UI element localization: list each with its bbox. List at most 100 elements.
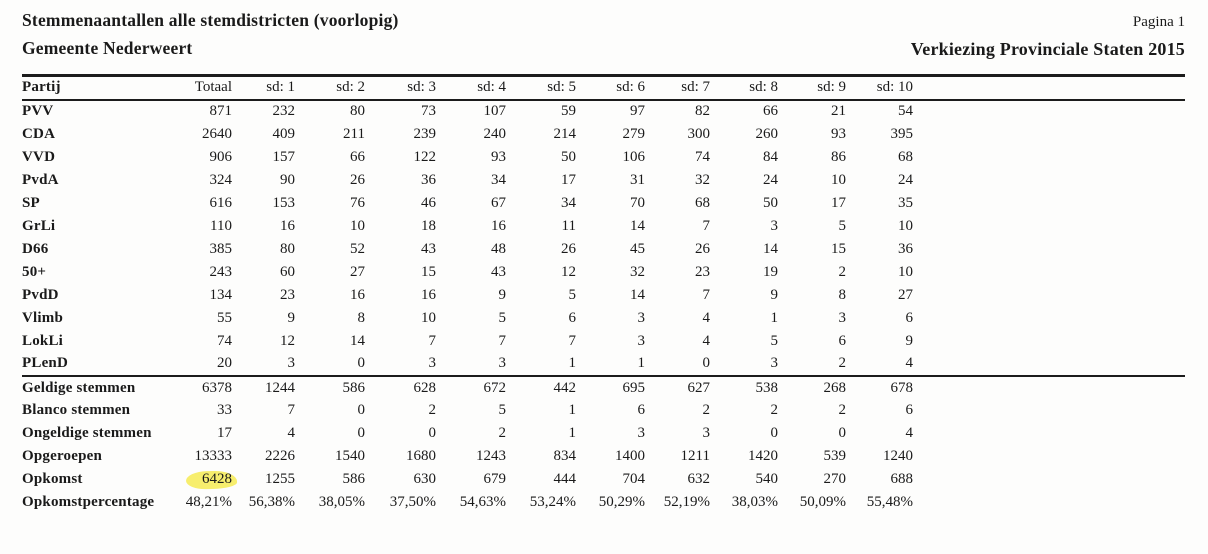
filler-cell xyxy=(913,192,1185,215)
cell: 4 xyxy=(702,332,711,349)
cell: 6378 xyxy=(202,380,232,396)
cell: 50,09% xyxy=(799,493,846,510)
header-filler xyxy=(913,76,1185,100)
cell: 23 xyxy=(280,286,295,303)
cell: 1680 xyxy=(406,447,436,464)
cell: 240 xyxy=(483,125,507,142)
column-header-partij: Partij xyxy=(22,79,61,96)
cell: 1 xyxy=(770,309,779,326)
column-header-totaal: Totaal xyxy=(194,79,232,96)
cell: 84 xyxy=(763,148,778,165)
cell: 55 xyxy=(217,309,232,326)
cell: 26 xyxy=(695,240,710,257)
row-label: Geldige stemmen xyxy=(22,380,136,396)
cell: 36 xyxy=(898,240,913,257)
cell: 32 xyxy=(695,171,710,188)
cell: 80 xyxy=(280,240,295,257)
filler-cell xyxy=(913,330,1185,353)
cell: 5 xyxy=(770,332,779,349)
cell: 50 xyxy=(763,194,778,211)
cell: 268 xyxy=(823,380,847,396)
cell: 7 xyxy=(702,286,711,303)
cell: 10 xyxy=(831,171,846,188)
header-right: Pagina 1 Verkiezing Provinciale Staten 2… xyxy=(911,14,1185,60)
cell: 444 xyxy=(553,470,577,487)
cell: 9 xyxy=(287,309,296,326)
header-row: Partij Totaal sd: 1 sd: 2 sd: 3 sd: 4 sd: 5 sd:… xyxy=(22,75,1185,100)
cell: 1 xyxy=(568,355,577,371)
cell: 586 xyxy=(342,470,366,487)
cell: 8 xyxy=(838,286,847,303)
cell: 324 xyxy=(209,171,233,188)
column-header-sd-2: sd: 2 xyxy=(336,79,365,96)
cell: 1244 xyxy=(265,380,295,396)
cell: 31 xyxy=(630,171,645,188)
cell: 4 xyxy=(702,309,711,326)
cell: 6 xyxy=(637,401,646,418)
cell: 2 xyxy=(838,355,847,371)
cell: 34 xyxy=(561,194,576,211)
cell: 14 xyxy=(350,332,365,349)
cell: 0 xyxy=(702,355,711,371)
report-title: Stemmenaantallen alle stemdistricten (vo… xyxy=(22,10,399,30)
cell: 53,24% xyxy=(529,493,576,510)
table-row-d66: D66 385 80 52 43 48 26 45 26 14 15 36 xyxy=(22,238,1185,261)
cell: 2 xyxy=(838,401,847,418)
cell: 385 xyxy=(209,240,233,257)
cell: 3 xyxy=(287,355,296,371)
cell: 632 xyxy=(687,470,711,487)
row-label: VVD xyxy=(22,148,56,165)
cell: 3 xyxy=(637,309,646,326)
cell: 110 xyxy=(210,217,232,234)
cell: 7 xyxy=(568,332,577,349)
cell: 86 xyxy=(831,148,846,165)
filler-cell xyxy=(913,422,1185,445)
cell: 630 xyxy=(413,470,437,487)
column-header-sd-8: sd: 8 xyxy=(749,79,778,96)
cell: 7 xyxy=(498,332,507,349)
row-label: Opkomst xyxy=(22,470,83,487)
table-row-pvda: PvdA 324 90 26 36 34 17 31 32 24 10 24 xyxy=(22,169,1185,192)
table-row-plend: PLenD 20 3 0 3 3 1 1 0 3 2 4 xyxy=(22,353,1185,376)
cell: 7 xyxy=(702,217,711,234)
results-table-header: Partij Totaal sd: 1 sd: 2 sd: 3 sd: 4 sd: 5 sd:… xyxy=(22,75,1185,100)
cell: 6 xyxy=(568,309,577,326)
cell: 36 xyxy=(421,171,436,188)
table-row-geldige-stemmen: Geldige stemmen 6378 1244 586 628 672 442 695 62… xyxy=(22,375,1185,399)
column-header-sd-5: sd: 5 xyxy=(547,79,576,96)
cell: 672 xyxy=(483,380,507,396)
cell: 3 xyxy=(838,309,847,326)
column-header-sd-9: sd: 9 xyxy=(817,79,846,96)
filler-cell xyxy=(913,284,1185,307)
cell: 243 xyxy=(209,263,233,280)
filler-cell xyxy=(913,261,1185,284)
row-label: PLenD xyxy=(22,355,68,371)
row-label: D66 xyxy=(22,240,49,257)
cell: 50 xyxy=(561,148,576,165)
filler-cell xyxy=(913,169,1185,192)
cell: 52 xyxy=(350,240,365,257)
cell: 12 xyxy=(561,263,576,280)
cell: 16 xyxy=(280,217,295,234)
cell: 32 xyxy=(630,263,645,280)
cell: 13333 xyxy=(194,447,233,464)
cell: 67 xyxy=(491,194,506,211)
filler-cell xyxy=(913,491,1185,514)
cell: 97 xyxy=(630,103,645,119)
cell: 23 xyxy=(695,263,710,280)
cell: 8 xyxy=(357,309,366,326)
cell: 2640 xyxy=(202,125,232,142)
cell: 2 xyxy=(838,263,847,280)
cell: 14 xyxy=(763,240,778,257)
filler-cell xyxy=(913,468,1185,491)
cell: 16 xyxy=(350,286,365,303)
cell: 157 xyxy=(272,148,296,165)
table-row-pvdd: PvdD 134 23 16 16 9 5 14 7 9 8 27 xyxy=(22,284,1185,307)
cell: 76 xyxy=(350,194,365,211)
cell: 93 xyxy=(491,148,506,165)
cell: 68 xyxy=(898,148,913,165)
filler-cell xyxy=(913,353,1185,376)
cell: 73 xyxy=(421,103,436,119)
cell: 68 xyxy=(695,194,710,211)
cell: 56,38% xyxy=(248,493,295,510)
